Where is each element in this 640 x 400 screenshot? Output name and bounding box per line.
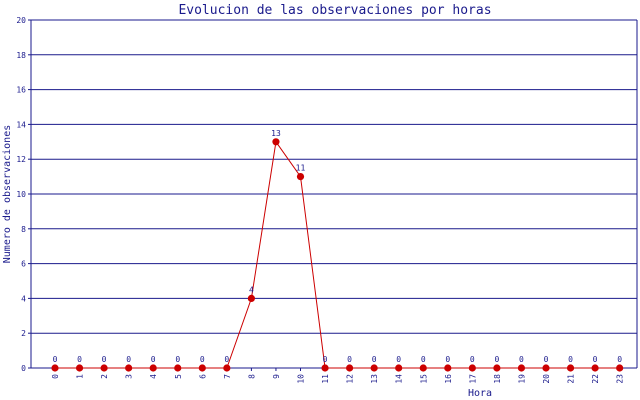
x-tick-label: 0 xyxy=(51,374,60,379)
x-tick-label: 18 xyxy=(493,374,502,384)
y-tick-label: 16 xyxy=(16,86,26,95)
series-line xyxy=(55,140,620,369)
data-label: 0 xyxy=(77,355,82,364)
x-tick-label: 4 xyxy=(149,374,158,379)
data-point xyxy=(75,364,84,372)
x-tick-label: 17 xyxy=(468,374,477,384)
data-label: 0 xyxy=(544,355,549,364)
x-tick-label: 14 xyxy=(395,374,404,384)
y-tick-label: 20 xyxy=(16,16,26,25)
x-tick-label: 11 xyxy=(321,374,330,384)
gridlines xyxy=(31,19,637,369)
data-point xyxy=(616,364,624,372)
data-point xyxy=(321,364,329,372)
data-label: 0 xyxy=(568,355,573,364)
series-observaciones xyxy=(51,138,624,372)
data-label: 0 xyxy=(494,355,499,364)
data-point xyxy=(174,364,182,372)
data-point xyxy=(542,364,550,372)
y-tick-label: 2 xyxy=(21,329,26,338)
x-tick-label: 8 xyxy=(247,374,256,379)
data-point xyxy=(198,364,206,372)
data-labels: 0 0 0 0 0 0 0 0 4 13 11 0 0 0 0 0 0 0 0 0 0 0 0 0 xyxy=(53,129,623,364)
x-tick-label: 12 xyxy=(346,374,355,384)
data-point xyxy=(370,364,378,372)
x-tick-label: 20 xyxy=(542,374,551,384)
x-tick-label: 9 xyxy=(272,374,281,379)
data-point xyxy=(125,364,133,372)
data-point xyxy=(566,364,575,372)
data-point xyxy=(149,364,157,372)
data-label: 4 xyxy=(249,285,254,294)
data-point xyxy=(419,364,427,372)
x-tick-label: 10 xyxy=(297,374,306,384)
data-label: 0 xyxy=(617,355,622,364)
y-tick-label: 4 xyxy=(21,294,26,303)
x-tick-label: 3 xyxy=(125,374,134,379)
data-point xyxy=(346,364,354,372)
axes xyxy=(28,19,638,371)
data-point xyxy=(272,138,280,146)
x-tick-label: 23 xyxy=(616,374,625,384)
data-label: 0 xyxy=(126,355,131,364)
x-tick-label: 2 xyxy=(100,374,109,379)
x-tick-label: 1 xyxy=(76,374,85,379)
data-label: 0 xyxy=(593,355,598,364)
y-tick-label: 14 xyxy=(16,120,26,129)
data-point xyxy=(247,294,255,302)
data-label: 0 xyxy=(470,355,475,364)
data-label: 0 xyxy=(519,355,524,364)
data-label: 0 xyxy=(175,355,180,364)
data-label: 0 xyxy=(445,355,450,364)
y-tick-label: 12 xyxy=(16,155,26,164)
data-label: 0 xyxy=(323,355,328,364)
x-tick-label: 16 xyxy=(444,374,453,384)
x-tick-label: 6 xyxy=(198,374,207,379)
data-label: 0 xyxy=(102,355,107,364)
data-point xyxy=(468,364,476,372)
x-tick-label: 7 xyxy=(223,374,232,379)
x-tick-label: 19 xyxy=(517,374,526,384)
y-tick-label: 6 xyxy=(21,260,26,269)
data-label: 0 xyxy=(372,355,377,364)
chart-title: Evolucion de las observaciones por horas xyxy=(178,3,491,18)
data-point xyxy=(444,364,452,372)
x-tick-label: 5 xyxy=(174,374,183,379)
y-axis-label: Numero de observaciones xyxy=(2,125,13,263)
data-label: 0 xyxy=(224,355,229,364)
data-label: 0 xyxy=(396,355,401,364)
data-point xyxy=(100,364,108,372)
data-point xyxy=(493,364,501,372)
data-label: 11 xyxy=(296,164,306,173)
y-tick-label: 18 xyxy=(16,51,26,60)
data-label: 0 xyxy=(53,355,58,364)
data-label: 13 xyxy=(271,129,281,138)
y-tick-label: 8 xyxy=(21,225,26,234)
data-point xyxy=(51,364,59,372)
data-point xyxy=(591,364,599,372)
x-tick-label: 13 xyxy=(370,374,379,384)
data-point xyxy=(296,173,305,181)
x-tick-label: 15 xyxy=(419,374,428,384)
x-tick-label: 22 xyxy=(591,374,600,384)
data-label: 0 xyxy=(421,355,426,364)
data-point xyxy=(395,364,403,372)
y-tick-label: 0 xyxy=(21,364,26,373)
x-tick-labels: 0 1 2 3 4 5 6 7 8 9 10 11 12 13 14 15 16 17 18 19 20 21 22 23 xyxy=(51,374,625,384)
x-tick-label: 21 xyxy=(567,374,576,384)
data-point xyxy=(223,364,231,372)
data-point xyxy=(517,364,526,372)
data-label: 0 xyxy=(200,355,205,364)
x-axis-label: Hora xyxy=(468,388,492,399)
data-label: 0 xyxy=(347,355,352,364)
y-tick-labels: 0 2 4 6 8 10 12 14 16 18 20 xyxy=(16,16,26,373)
data-label: 0 xyxy=(151,355,156,364)
y-tick-label: 10 xyxy=(16,190,26,199)
